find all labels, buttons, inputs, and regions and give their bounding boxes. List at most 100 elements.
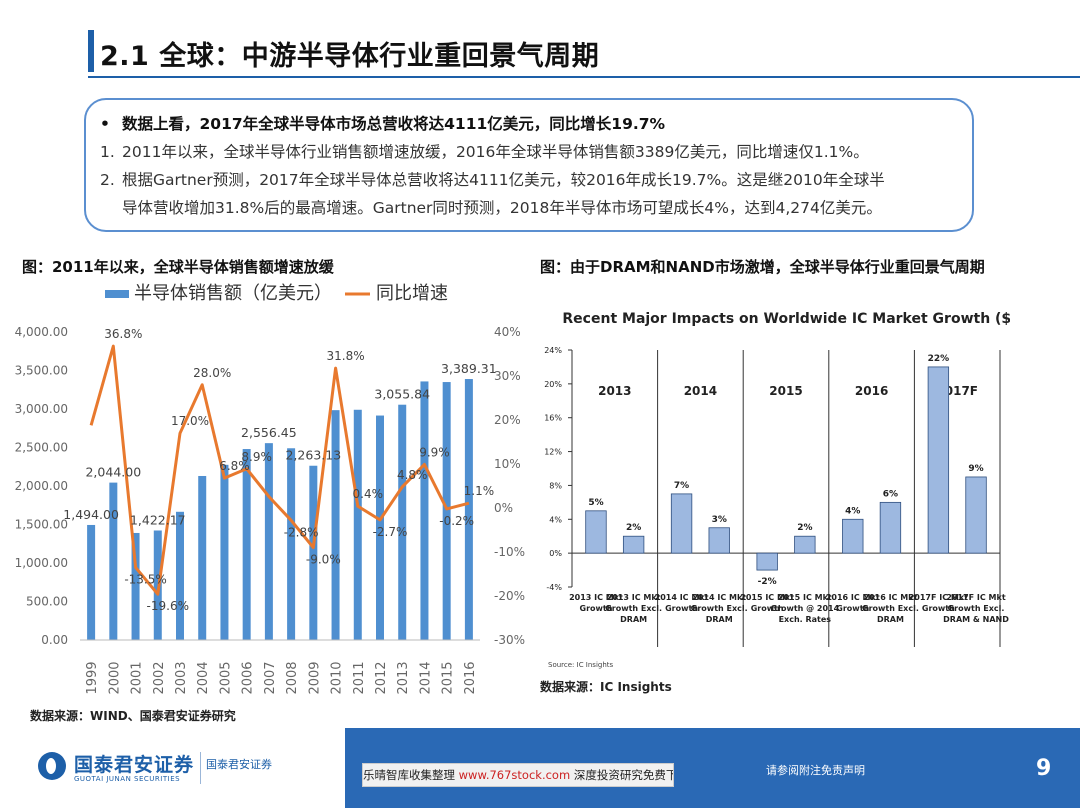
growth-bar (708, 527, 730, 554)
y-right-tick-label: 0% (494, 501, 513, 515)
group-year-label: 2013 (598, 384, 631, 398)
x-tick-label: 2016 (463, 661, 478, 694)
y-left-tick-label: 0.00 (41, 633, 68, 647)
growth-value-label: 36.8% (104, 327, 142, 341)
growth-bar (794, 535, 816, 554)
growth-value-label: 31.8% (326, 349, 364, 363)
item-number: 2. (100, 171, 115, 189)
sales-bar (398, 404, 407, 640)
bar-value-label: 2% (797, 523, 812, 533)
x-tick-label: 2007 (263, 661, 278, 694)
sales-bar (264, 443, 273, 640)
growth-value-label: -19.6% (147, 599, 189, 613)
x-category-label-line: Growth Excl. (862, 604, 919, 613)
growth-bar (879, 501, 902, 554)
growth-value-label: 6.8% (219, 459, 250, 473)
y-tick-label: 24% (544, 346, 562, 355)
sales-bar (287, 448, 296, 640)
ic-market-growth-chart: Recent Major Impacts on Worldwide IC Mar… (544, 311, 1010, 669)
x-category-label-line: Growth (580, 604, 613, 613)
y-right-tick-label: -30% (494, 633, 525, 647)
sales-bar (464, 379, 473, 640)
x-tick-label: 1999 (85, 661, 100, 694)
sales-bar (109, 482, 118, 640)
x-category-label: 2014 IC Mkt Growth Excl. DRAM (691, 593, 748, 624)
x-tick-label: 2008 (285, 661, 300, 694)
group-year-label: 2015 (769, 384, 802, 398)
x-tick-label: 2010 (330, 661, 345, 694)
chart-source-note: Source: IC Insights (548, 661, 614, 669)
y-left-tick-label: 2,500.00 (15, 441, 68, 455)
summary-item-2-continued: 导体营收增加31.8%后的最高增速。Gartner同时预测，2018年半导体市场… (122, 199, 882, 217)
sales-bar (176, 511, 184, 640)
x-category-label-line: 2016 IC Mkt (826, 593, 880, 602)
x-category-label-line: Growth @ 2014 (770, 604, 839, 613)
y-right-tick-label: 20% (494, 413, 521, 427)
sales-bar (442, 382, 451, 640)
footer-logo-area: 国泰君安证券 GUOTAI JUNAN SECURITIES 国泰君安证券 (0, 728, 345, 808)
sales-bar (353, 409, 362, 640)
bar-value-label: -2% (758, 577, 777, 587)
x-category-label-line: 2014 IC Mkt (692, 593, 746, 602)
growth-bar (622, 535, 645, 554)
growth-value-label: 1.1% (464, 484, 495, 498)
left-figure-caption: 图：2011年以来，全球半导体销售额增速放缓 (22, 258, 334, 276)
x-category-label-line: 2017F IC Mkt (946, 593, 1005, 602)
y-left-tick-label: 3,000.00 (15, 402, 68, 416)
x-category-label-line: Growth Excl. (691, 604, 748, 613)
y-tick-label: 12% (544, 448, 562, 457)
group-year-label: 2016 (855, 384, 888, 398)
x-category-label: 2015 IC Mkt Growth @ 2014 Exch. Rates (770, 593, 839, 624)
x-category-label-line: DRAM & NAND (943, 615, 1009, 624)
bar-value-label: 3% (712, 515, 727, 525)
group-year-label: 2014 (684, 384, 717, 398)
growth-bar (756, 552, 778, 571)
x-category-label: 2015 IC Mkt Growth (740, 593, 794, 613)
y-right-tick-label: 40% (494, 325, 521, 339)
sales-bar (87, 524, 96, 640)
sales-bar (198, 475, 207, 640)
banner-suffix: 深度投资研究免费下载 (573, 768, 673, 782)
x-category-label-line: Growth (751, 604, 784, 613)
bar-value-label: 3,389.31 (441, 361, 497, 376)
x-category-label-line: 2015 IC Mkt (778, 593, 832, 602)
bar-value-label: 6% (883, 489, 898, 499)
right-figure-caption: 图：由于DRAM和NAND市场激增，全球半导体行业重回景气周期 (540, 258, 985, 276)
x-tick-label: 2000 (107, 661, 122, 694)
title-underline (88, 76, 1080, 78)
growth-bar (670, 493, 693, 554)
x-category-label-line: Growth Excl. (605, 604, 662, 613)
x-tick-label: 2012 (374, 661, 389, 694)
y-left-tick-label: 500.00 (26, 595, 68, 609)
sales-bar (309, 465, 318, 640)
left-figure-source: 数据来源：WIND、国泰君安证券研究 (30, 709, 236, 723)
x-category-label-line: Growth (922, 604, 955, 613)
y-right-tick-label: -10% (494, 545, 525, 559)
watermark-banner: 乐晴智库收集整理 www.767stock.com 深度投资研究免费下载 (362, 763, 674, 787)
sales-bar (331, 410, 340, 640)
x-category-label: 2017F IC Mkt Growth (909, 593, 968, 613)
legend-label-growth: 同比增速 (376, 283, 448, 304)
summary-item-2-text: 根据Gartner预测，2017年全球半导体总营收将达4111亿美元，较2016… (122, 171, 885, 189)
y-left-tick-label: 1,000.00 (15, 556, 68, 570)
x-category-label-line: 2016 IC Mkt (864, 593, 918, 602)
title-bar: 2.1 全球：中游半导体行业重回景气周期 (0, 28, 1080, 78)
y-right-tick-label: 10% (494, 457, 521, 471)
summary-lead: • 数据上看，2017年全球半导体市场总营收将达4111亿美元，同比增长19.7% (100, 110, 956, 138)
bullet-dot: • (100, 115, 110, 133)
page-number: 9 (1036, 756, 1052, 781)
y-left-tick-label: 2,000.00 (15, 479, 68, 493)
growth-value-label: 28.0% (193, 366, 231, 380)
company-logo-english: GUOTAI JUNAN SECURITIES (74, 775, 181, 783)
summary-lead-text: 数据上看，2017年全球半导体市场总营收将达4111亿美元，同比增长19.7% (122, 115, 666, 133)
x-tick-label: 2011 (352, 661, 367, 694)
x-category-label: 2013 IC Mkt Growth Excl. DRAM (605, 593, 662, 624)
growth-bar (927, 366, 950, 554)
title-accent-bar (88, 30, 94, 72)
banner-url: www.767stock.com (458, 768, 571, 782)
y-tick-label: 20% (544, 380, 562, 389)
sales-bar (420, 381, 429, 640)
summary-item-2: 2. 根据Gartner预测，2017年全球半导体总营收将达4111亿美元，较20… (100, 166, 956, 194)
growth-value-label: -2.7% (373, 525, 408, 539)
company-logo-name-secondary: 国泰君安证券 (206, 758, 272, 771)
